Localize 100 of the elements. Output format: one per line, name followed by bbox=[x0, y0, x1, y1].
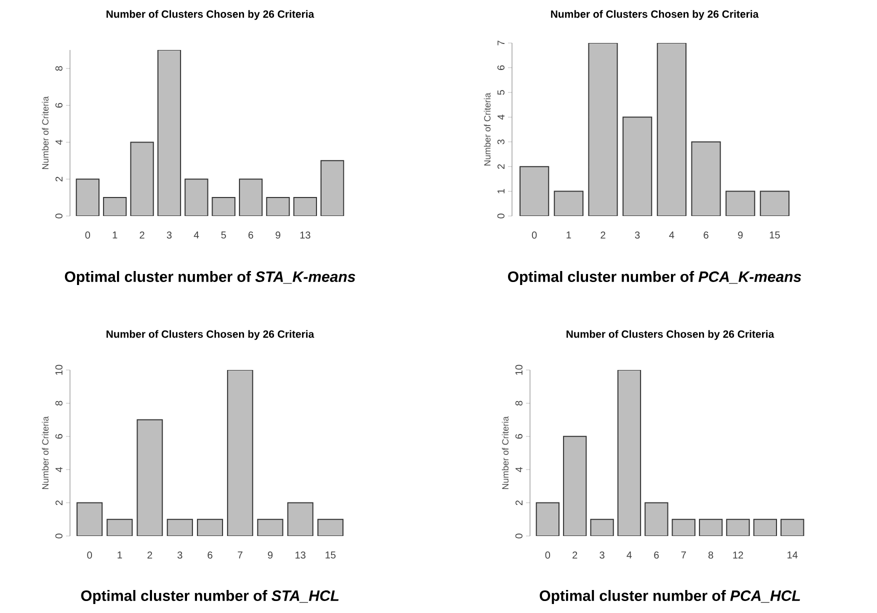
x-tick-label: 0 bbox=[87, 552, 92, 559]
y-tick-label: 2 bbox=[55, 176, 62, 182]
x-tick-label: 0 bbox=[85, 232, 90, 239]
x-tick-label: 8 bbox=[708, 552, 714, 559]
x-tick-label: 4 bbox=[194, 232, 199, 238]
bar bbox=[239, 179, 262, 216]
x-tick-label: 2 bbox=[600, 232, 606, 239]
x-tick-label: 9 bbox=[276, 232, 280, 239]
bar bbox=[104, 198, 126, 216]
y-tick-label: 0 bbox=[497, 214, 504, 218]
bar bbox=[294, 198, 316, 216]
bar bbox=[130, 142, 154, 216]
bar bbox=[554, 191, 583, 216]
y-tick-label: 0 bbox=[515, 534, 522, 538]
bar bbox=[228, 370, 253, 536]
chart-title: Number of Clusters Chosen by 26 Criteria bbox=[566, 330, 774, 340]
y-axis-title: Number of Criteria bbox=[42, 416, 49, 490]
y-tick-label: 8 bbox=[55, 66, 62, 71]
x-tick-label: 2 bbox=[572, 552, 578, 559]
text: Optimal cluster number of PCA_HCL bbox=[540, 590, 800, 604]
y-axis-title: Number of Criteria bbox=[502, 416, 509, 490]
x-tick-label: 1 bbox=[118, 552, 122, 558]
x-tick-label: 7 bbox=[681, 552, 686, 558]
x-tick-label: 6 bbox=[704, 232, 708, 239]
bar bbox=[645, 502, 668, 536]
bar bbox=[564, 436, 586, 536]
text: Optimal cluster number of STA_K-means bbox=[64, 271, 356, 285]
bar bbox=[76, 179, 99, 216]
y-tick-label: 7 bbox=[498, 40, 504, 46]
y-tick-label: 10 bbox=[55, 364, 62, 375]
y-tick-label: 8 bbox=[515, 400, 522, 406]
y-tick-label: 3 bbox=[497, 140, 504, 144]
x-tick-label: 3 bbox=[177, 552, 182, 559]
x-tick-label: 1 bbox=[566, 232, 571, 238]
x-tick-label: 3 bbox=[166, 232, 172, 239]
bar bbox=[137, 420, 162, 536]
x-tick-label: 13 bbox=[296, 552, 306, 559]
x-tick-label: 3 bbox=[634, 232, 640, 239]
y-tick-label: 6 bbox=[497, 65, 504, 70]
y-tick-label: 4 bbox=[56, 140, 62, 145]
y-tick-label: 0 bbox=[55, 534, 62, 538]
bar bbox=[320, 160, 344, 216]
y-tick-label: 4 bbox=[516, 467, 522, 472]
y-tick-label: 2 bbox=[515, 500, 522, 506]
x-tick-label: 15 bbox=[770, 232, 780, 238]
chart-title: Number of Clusters Chosen by 26 Criteria bbox=[551, 10, 759, 20]
x-tick-label: 2 bbox=[140, 232, 144, 239]
x-tick-label: 9 bbox=[268, 552, 273, 559]
text: Optimal cluster number of STA_HCL bbox=[81, 590, 339, 604]
x-tick-label: 0 bbox=[532, 232, 537, 239]
bar bbox=[212, 198, 235, 216]
y-tick-label: 1 bbox=[498, 188, 504, 194]
chart-title: Number of Clusters Chosen by 26 Criteria bbox=[106, 330, 314, 340]
x-tick-label: 9 bbox=[738, 232, 743, 239]
y-tick-label: 4 bbox=[498, 114, 504, 120]
x-tick-label: 6 bbox=[208, 552, 212, 559]
bar bbox=[590, 519, 614, 536]
y-tick-label: 6 bbox=[55, 102, 62, 108]
bar bbox=[520, 166, 549, 216]
bar bbox=[692, 142, 720, 216]
x-tick-label: 6 bbox=[248, 232, 254, 239]
chart-title: Number of Clusters Chosen by 26 Criteria bbox=[106, 10, 314, 20]
bar bbox=[158, 50, 181, 216]
y-tick-label: 10 bbox=[515, 364, 522, 375]
bar bbox=[77, 502, 102, 536]
x-tick-label: 3 bbox=[600, 552, 604, 559]
bar bbox=[288, 502, 313, 536]
x-tick-label: 4 bbox=[626, 552, 632, 558]
bar bbox=[536, 502, 559, 536]
bar bbox=[618, 370, 641, 536]
bar bbox=[657, 43, 686, 216]
bar bbox=[266, 198, 290, 216]
text: Optimal cluster number of PCA_K-means bbox=[508, 271, 802, 285]
y-tick-label: 6 bbox=[55, 434, 62, 439]
x-tick-label: 5 bbox=[221, 232, 226, 239]
x-tick-label: 13 bbox=[300, 232, 310, 239]
bar bbox=[258, 519, 283, 536]
x-tick-label: 12 bbox=[733, 552, 744, 559]
y-tick-label: 8 bbox=[55, 400, 62, 406]
x-tick-label: 2 bbox=[148, 552, 152, 559]
bar bbox=[760, 190, 790, 216]
x-tick-label: 0 bbox=[545, 552, 550, 559]
bar bbox=[726, 519, 750, 536]
y-tick-label: 5 bbox=[497, 90, 504, 95]
x-tick-label: 4 bbox=[669, 232, 674, 238]
x-tick-label: 14 bbox=[788, 552, 798, 558]
y-tick-label: 2 bbox=[55, 500, 62, 506]
y-axis-title: Number of Criteria bbox=[42, 96, 49, 170]
y-tick-label: 2 bbox=[497, 164, 504, 169]
x-tick-label: 1 bbox=[112, 232, 118, 238]
y-tick-label: 0 bbox=[55, 214, 62, 218]
y-tick-label: 4 bbox=[56, 467, 62, 472]
bar bbox=[588, 43, 618, 216]
y-axis-title: Number of Criteria bbox=[484, 92, 491, 166]
x-tick-label: 15 bbox=[326, 552, 336, 559]
y-tick-label: 6 bbox=[515, 434, 522, 439]
bar bbox=[726, 191, 755, 216]
bar bbox=[623, 117, 652, 216]
x-tick-label: 6 bbox=[654, 552, 659, 559]
bar bbox=[185, 179, 208, 216]
